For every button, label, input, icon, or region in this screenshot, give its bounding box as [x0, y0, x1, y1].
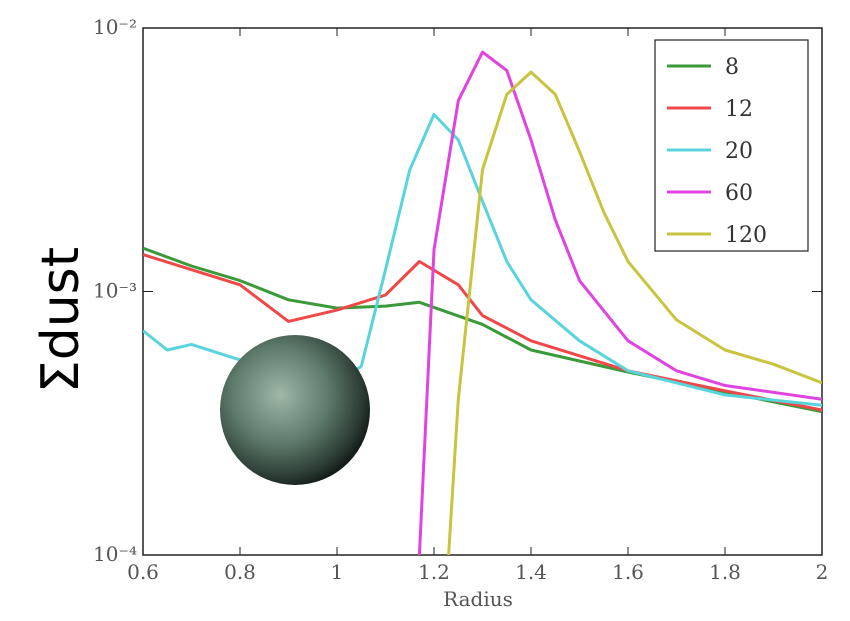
- legend-box: [654, 39, 809, 252]
- x-tick-label: 1.6: [612, 560, 644, 584]
- x-axis-label: Radius: [443, 587, 513, 611]
- series-line: [417, 50, 822, 555]
- x-tick-label: 2: [816, 560, 829, 584]
- y-tick-label: 10⁻⁴: [93, 542, 137, 566]
- legend-label: 8: [725, 55, 739, 80]
- legend-label: 12: [725, 97, 753, 122]
- x-tick-label: 1.2: [418, 560, 450, 584]
- series-line: [143, 253, 822, 412]
- y-tick-label: 10⁻²: [93, 15, 137, 39]
- series-line: [143, 112, 822, 407]
- x-tick-label: 0.8: [224, 560, 256, 584]
- legend-label: 20: [725, 139, 753, 164]
- x-tick-label: 1.8: [709, 560, 741, 584]
- y-tick-label: 10⁻³: [93, 279, 137, 303]
- x-tick-label: 1.4: [515, 560, 547, 584]
- x-tick-label: 1: [331, 560, 344, 584]
- planet-image: [220, 335, 370, 485]
- legend-label: 60: [725, 181, 753, 206]
- legend-label: 120: [725, 223, 767, 248]
- plot-lines: [143, 50, 822, 555]
- series-line: [447, 70, 822, 555]
- y-axis-label: Σdust: [31, 247, 91, 393]
- x-tick-label: 0.6: [127, 560, 159, 584]
